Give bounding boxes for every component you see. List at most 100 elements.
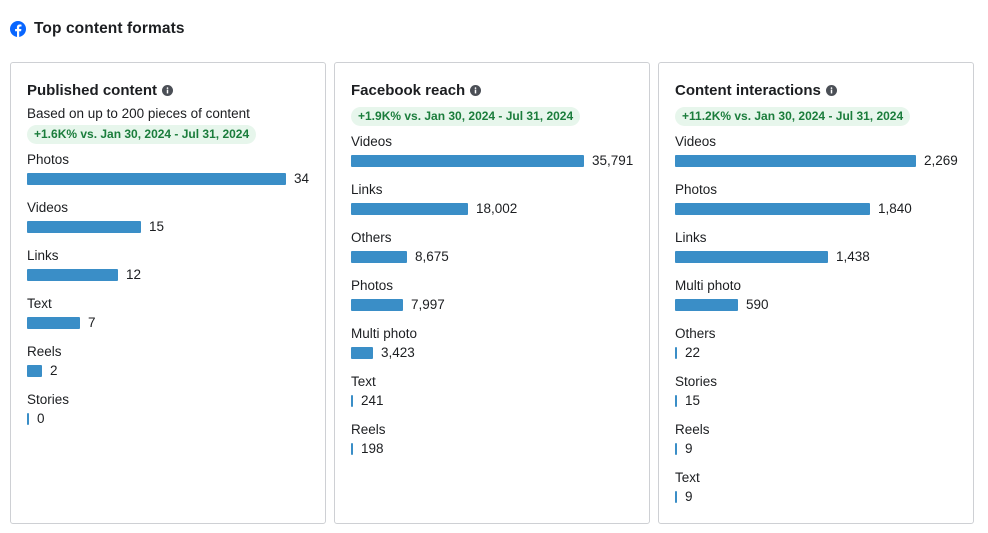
bar-list: Photos 34 Videos 15 Links 12 Text 7 Reels 2 Storie…: [27, 146, 313, 434]
bar-label: Photos: [27, 152, 70, 167]
bar-label: Reels: [27, 344, 62, 359]
bar-value: 18,002: [476, 201, 518, 216]
card-facebook-reach: Facebook reach +1.9K% vs. Jan 30, 2024 -…: [334, 62, 650, 524]
bar[interactable]: [27, 269, 118, 281]
bar-label: Reels: [351, 422, 386, 437]
bar-value: 1,840: [878, 201, 912, 216]
bar-row: Links 12: [27, 242, 313, 290]
bar-value: 8,675: [415, 249, 449, 264]
section-header: Top content formats: [10, 19, 185, 39]
bar-label: Others: [675, 326, 716, 341]
bar-label: Photos: [351, 278, 394, 293]
info-icon[interactable]: [470, 84, 482, 96]
bar-row: Photos 7,997: [351, 272, 637, 320]
bar[interactable]: [27, 173, 286, 185]
bar[interactable]: [675, 491, 677, 503]
bar-row: Multi photo 590: [675, 272, 961, 320]
bar[interactable]: [351, 251, 407, 263]
bar-list: Videos 2,269 Photos 1,840 Links 1,438 Multi ph…: [675, 128, 961, 512]
bar-row: Multi photo 3,423: [351, 320, 637, 368]
bar-value: 22: [685, 345, 701, 360]
bar[interactable]: [675, 347, 677, 359]
bar-label: Stories: [675, 374, 718, 389]
card-subtitle: Based on up to 200 pieces of content: [27, 106, 250, 121]
bar-label: Text: [675, 470, 700, 485]
bar-row: Others 8,675: [351, 224, 637, 272]
bar-row: Videos 2,269: [675, 128, 961, 176]
bar-label: Reels: [675, 422, 710, 437]
bar-label: Photos: [675, 182, 718, 197]
bar-value: 9: [685, 441, 693, 456]
card-title: Content interactions: [675, 81, 821, 99]
bar[interactable]: [675, 155, 916, 167]
bar[interactable]: [675, 251, 828, 263]
bar-label: Videos: [351, 134, 393, 149]
bar-value: 35,791: [592, 153, 634, 168]
bar[interactable]: [351, 155, 584, 167]
bar-value: 241: [361, 393, 384, 408]
bar-label: Others: [351, 230, 392, 245]
bar-label: Multi photo: [351, 326, 418, 341]
bar[interactable]: [27, 413, 29, 425]
bar-value: 0: [37, 411, 45, 426]
bar[interactable]: [675, 443, 677, 455]
bar[interactable]: [27, 365, 42, 377]
bar-row: Reels 198: [351, 416, 637, 464]
bar[interactable]: [675, 395, 677, 407]
comparison-badge: +11.2K% vs. Jan 30, 2024 - Jul 31, 2024: [675, 107, 911, 126]
bar-label: Text: [351, 374, 376, 389]
bar-label: Multi photo: [675, 278, 742, 293]
bar-row: Links 1,438: [675, 224, 961, 272]
bar-row: Others 22: [675, 320, 961, 368]
card-title: Facebook reach: [351, 81, 466, 99]
comparison-badge: +1.6K% vs. Jan 30, 2024 - Jul 31, 2024: [27, 125, 257, 144]
bar-label: Links: [27, 248, 59, 263]
bar-value: 15: [149, 219, 165, 234]
section-title: Top content formats: [34, 20, 185, 37]
bar-row: Stories 0: [27, 386, 313, 434]
bar-row: Text 7: [27, 290, 313, 338]
bar[interactable]: [351, 395, 353, 407]
bar-value: 1,438: [836, 249, 870, 264]
bar[interactable]: [351, 203, 468, 215]
bar-row: Text 241: [351, 368, 637, 416]
bar-value: 590: [746, 297, 769, 312]
bar-value: 2,269: [924, 153, 958, 168]
bar-row: Stories 15: [675, 368, 961, 416]
bar-row: Links 18,002: [351, 176, 637, 224]
bar-list: Videos 35,791 Links 18,002 Others 8,675 Photos…: [351, 128, 637, 464]
bar-value: 9: [685, 489, 693, 504]
bar-row: Reels 9: [675, 416, 961, 464]
bar[interactable]: [27, 221, 141, 233]
card-content-interactions: Content interactions +11.2K% vs. Jan 30,…: [658, 62, 974, 524]
bar[interactable]: [675, 299, 738, 311]
bar-value: 12: [126, 267, 142, 282]
info-icon[interactable]: [162, 84, 174, 96]
bar[interactable]: [351, 299, 403, 311]
bar-value: 3,423: [381, 345, 415, 360]
info-icon[interactable]: [825, 84, 837, 96]
bar-value: 7: [88, 315, 96, 330]
card-title: Published content: [27, 81, 158, 99]
bar[interactable]: [351, 347, 373, 359]
bar-value: 7,997: [411, 297, 445, 312]
bar[interactable]: [675, 203, 870, 215]
bar-value: 2: [50, 363, 58, 378]
bar-row: Videos 15: [27, 194, 313, 242]
bar-label: Links: [351, 182, 383, 197]
bar-value: 15: [685, 393, 701, 408]
bar-value: 198: [361, 441, 384, 456]
bar-label: Videos: [27, 200, 69, 215]
facebook-logo-icon: [10, 21, 26, 37]
card-published-content: Published content Based on up to 200 pie…: [10, 62, 326, 524]
bar-label: Text: [27, 296, 52, 311]
bar-label: Stories: [27, 392, 70, 407]
bar-row: Videos 35,791: [351, 128, 637, 176]
bar-label: Links: [675, 230, 707, 245]
bar[interactable]: [351, 443, 353, 455]
bar[interactable]: [27, 317, 80, 329]
bar-row: Text 9: [675, 464, 961, 512]
bar-row: Photos 34: [27, 146, 313, 194]
comparison-badge: +1.9K% vs. Jan 30, 2024 - Jul 31, 2024: [351, 107, 581, 126]
